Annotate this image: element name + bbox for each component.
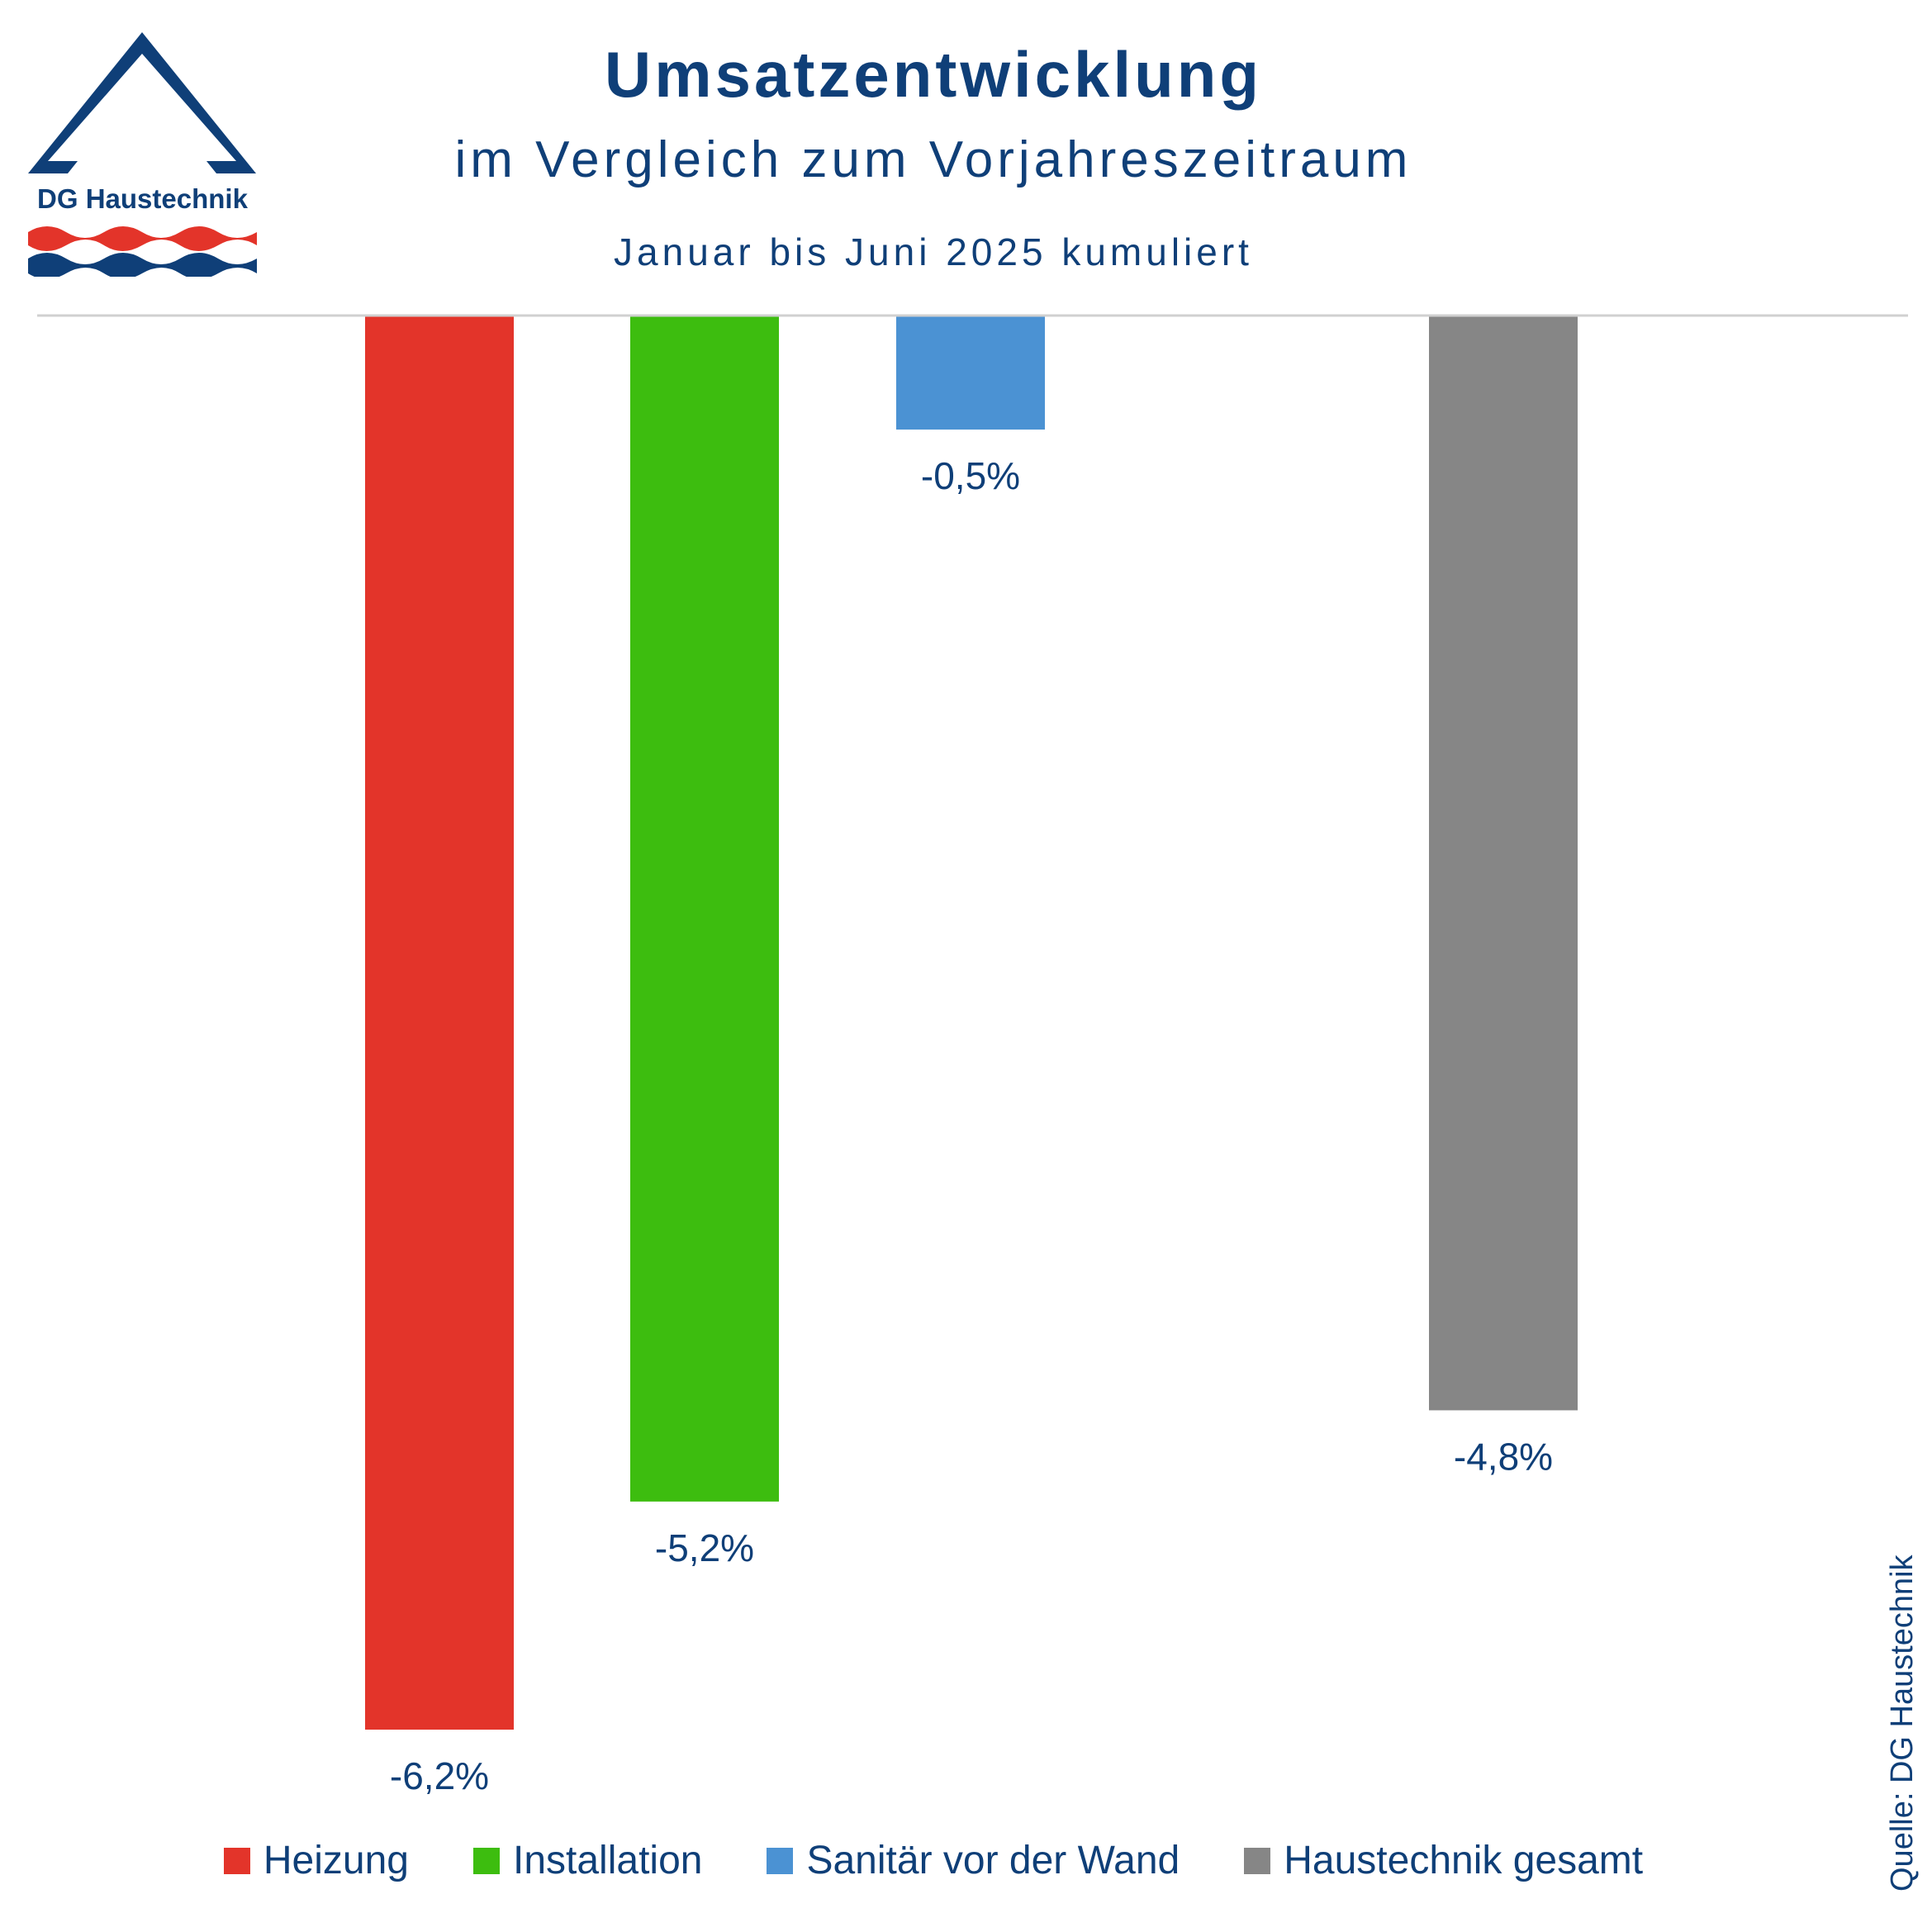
- bar-0: [365, 316, 514, 1730]
- legend-label: Installation: [512, 1839, 703, 1882]
- data-label-0: -6,2%: [390, 1754, 489, 1797]
- legend-item-installation: Installation: [472, 1838, 703, 1883]
- legend-swatch: [1244, 1847, 1271, 1874]
- legend-item-heizung: Heizung: [223, 1838, 409, 1883]
- bar-2: [896, 316, 1045, 430]
- legend-swatch: [223, 1847, 250, 1874]
- chart-subtitle: im Vergleich zum Vorjahreszeitraum: [454, 131, 1412, 188]
- chart-legend: Heizung Installation Sanitär vor der Wan…: [0, 1838, 1867, 1883]
- logo-wave-red: [28, 226, 257, 251]
- legend-item-haustechnik-gesamt: Haustechnik gesamt: [1244, 1838, 1643, 1883]
- bar-3: [1429, 316, 1578, 1411]
- logo-text: DG Haustechnik: [37, 183, 248, 214]
- data-label-1: -5,2%: [655, 1526, 754, 1569]
- chart-title: Umsatzentwicklung: [604, 38, 1263, 111]
- legend-swatch: [767, 1847, 794, 1874]
- legend-swatch: [472, 1847, 500, 1874]
- data-label-2: -0,5%: [921, 454, 1020, 497]
- source-note: Quelle: DG Haustechnik: [1885, 1555, 1920, 1892]
- chart-period: Januar bis Juni 2025 kumuliert: [614, 230, 1253, 273]
- legend-item-sanitaer: Sanitär vor der Wand: [767, 1838, 1180, 1883]
- legend-label: Haustechnik gesamt: [1284, 1839, 1644, 1882]
- dg-haustechnik-logo: [28, 32, 257, 277]
- logo-wave-blue: [28, 253, 257, 277]
- legend-label: Sanitär vor der Wand: [806, 1839, 1180, 1882]
- data-label-3: -4,8%: [1454, 1435, 1553, 1478]
- legend-label: Heizung: [263, 1839, 409, 1882]
- bar-1: [630, 316, 779, 1502]
